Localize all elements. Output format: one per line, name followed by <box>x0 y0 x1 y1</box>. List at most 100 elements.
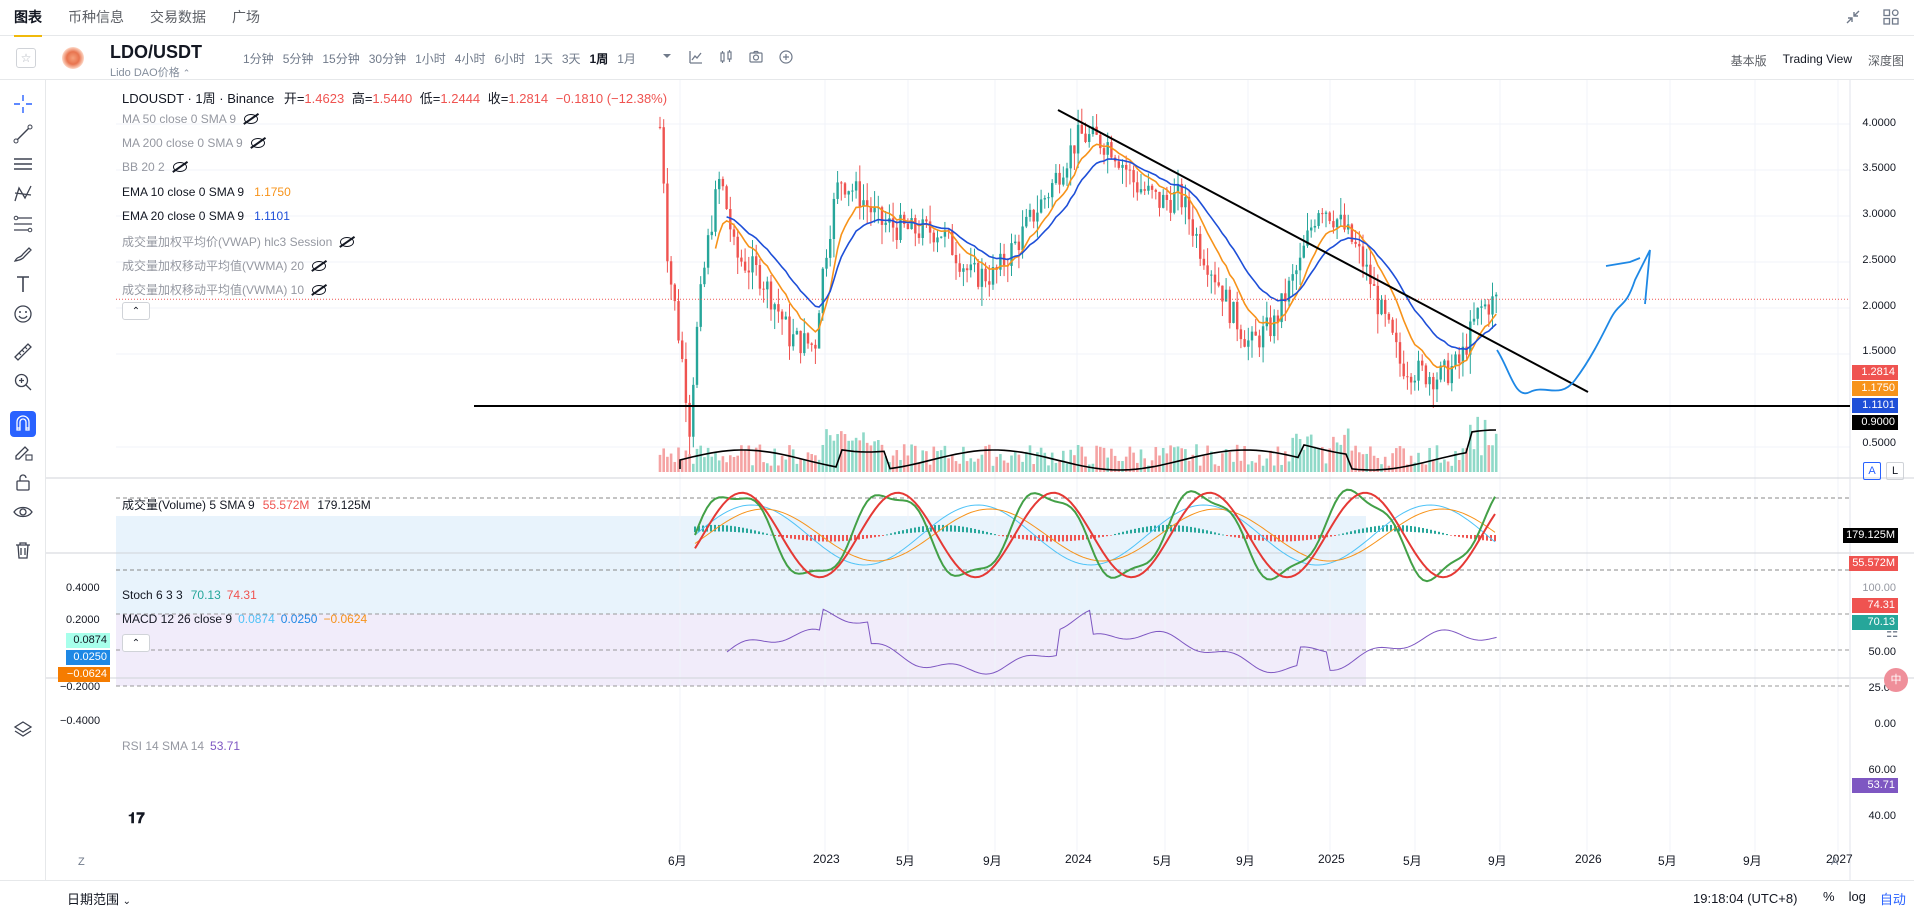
tab-chart[interactable]: 图表 <box>14 0 42 37</box>
interval-3d[interactable]: 3天 <box>561 52 581 66</box>
interval-1w[interactable]: 1周 <box>589 52 609 66</box>
legend-ma50[interactable]: MA 50 close 0 SMA 9 <box>122 112 259 126</box>
layout-grid-icon[interactable] <box>1882 8 1900 26</box>
clock[interactable]: 19:18:04 (UTC+8) <box>1693 890 1798 906</box>
settings-grid-icon[interactable]: ⚏ <box>1886 624 1899 640</box>
user-drawings[interactable] <box>474 109 1850 407</box>
candle-body <box>1080 124 1083 134</box>
interval-30m[interactable]: 30分钟 <box>368 52 407 66</box>
collapse-icon[interactable] <box>1844 8 1862 26</box>
hidden-eye-icon[interactable] <box>312 261 327 271</box>
candle-body <box>1443 360 1446 366</box>
legend-bb[interactable]: BB 20 2 <box>122 160 187 174</box>
interval-4h[interactable]: 4小时 <box>454 52 486 66</box>
collapse-osc-legend-button[interactable]: ⌃ <box>122 634 150 652</box>
auto-fit-button[interactable]: A <box>1831 856 1839 868</box>
volume-bar <box>1313 446 1317 472</box>
chevron-down-icon[interactable] <box>660 49 674 63</box>
lock-icon[interactable] <box>11 470 35 494</box>
macd-histogram-bar <box>990 532 992 535</box>
layers-icon[interactable] <box>11 718 35 742</box>
macd-histogram-bar <box>1118 532 1120 535</box>
interval-1mo[interactable]: 1月 <box>617 52 636 66</box>
crosshair-icon[interactable] <box>11 92 35 116</box>
interval-5m[interactable]: 5分钟 <box>282 52 314 66</box>
fib-icon[interactable] <box>11 212 35 236</box>
zoom-reset-button[interactable]: Z <box>78 856 85 868</box>
tab-trading-data[interactable]: 交易数据 <box>150 8 206 25</box>
interval-15m[interactable]: 15分钟 <box>322 52 360 66</box>
indicators-icon[interactable] <box>688 49 704 65</box>
log-scale-button[interactable]: L <box>1886 462 1904 480</box>
view-tradingview[interactable]: Trading View <box>1782 52 1852 66</box>
hidden-eye-icon[interactable] <box>340 237 355 247</box>
candle-type-icon[interactable] <box>718 49 734 65</box>
camera-icon[interactable] <box>748 49 764 65</box>
pencil-lock-icon[interactable] <box>11 440 35 464</box>
macd-histogram-bar <box>830 535 832 542</box>
interval-1d[interactable]: 1天 <box>534 52 553 66</box>
volume-bar <box>1184 449 1187 472</box>
volume-bar <box>725 462 728 472</box>
eye-icon[interactable] <box>11 500 35 524</box>
legend-stoch[interactable]: Stoch 6 3 3 70.13 74.31 <box>122 588 257 602</box>
hidden-eye-icon[interactable] <box>250 138 265 148</box>
view-basic[interactable]: 基本版 <box>1730 54 1767 68</box>
volume-bar <box>1420 463 1424 472</box>
log-button[interactable]: log <box>1848 888 1866 904</box>
legend-ma200[interactable]: MA 200 close 0 SMA 9 <box>122 136 265 150</box>
chart-area[interactable] <box>0 80 1914 880</box>
volume-bar <box>884 456 887 472</box>
collapse-legend-button[interactable]: ⌃ <box>122 302 150 320</box>
tab-coin-info[interactable]: 币种信息 <box>68 8 124 25</box>
volume-bar <box>965 461 969 472</box>
interval-6h[interactable]: 6小时 <box>494 52 526 66</box>
trend-line-icon[interactable] <box>11 122 35 146</box>
interval-1m[interactable]: 1分钟 <box>243 52 274 66</box>
candle-body <box>1302 245 1305 258</box>
percent-button[interactable]: % <box>1823 888 1835 904</box>
pair-title[interactable]: LDO/USDT <box>110 42 202 62</box>
legend-ema10[interactable]: EMA 10 close 0 SMA 9 1.1750 <box>122 185 291 199</box>
candle-body <box>1450 365 1453 384</box>
interval-1h[interactable]: 1小时 <box>415 52 446 66</box>
emoji-icon[interactable] <box>11 302 35 326</box>
auto-button[interactable]: 自动 <box>1879 891 1906 907</box>
chevron-up-icon: ⌃ <box>182 68 191 78</box>
candle-body <box>991 266 995 285</box>
tab-square[interactable]: 广场 <box>232 8 260 25</box>
date-range-button[interactable]: 日期范围 ⌄ <box>67 891 132 907</box>
time-axis[interactable]: 6月 2023 5月 9月 2024 5月 9月 2025 5月 9月 2026 5月 9月 2027 <box>0 852 1914 874</box>
hidden-eye-icon[interactable] <box>172 162 187 172</box>
candles <box>658 108 1498 456</box>
volume-bar <box>1369 446 1372 472</box>
view-depth[interactable]: 深度图 <box>1867 54 1904 68</box>
zoom-icon[interactable] <box>11 370 35 394</box>
legend-vwma10[interactable]: 成交量加权移动平均值(VWMA) 10 <box>122 281 327 298</box>
legend-macd[interactable]: MACD 12 26 close 9 0.0874 0.0250 −0.0624 <box>122 612 368 626</box>
volume-bar <box>1491 445 1494 472</box>
legend-ema20[interactable]: EMA 20 close 0 SMA 9 1.1101 <box>122 209 290 223</box>
ruler-icon[interactable] <box>11 340 35 364</box>
brush-icon[interactable] <box>11 242 35 266</box>
trash-icon[interactable] <box>11 538 35 562</box>
text-icon[interactable] <box>11 272 35 296</box>
candle-body <box>817 313 821 349</box>
auto-scale-button[interactable]: A <box>1863 462 1881 480</box>
legend-rsi[interactable]: RSI 14 SMA 14 53.71 <box>122 739 241 753</box>
legend-volume[interactable]: 成交量(Volume) 5 SMA 9 55.572M 179.125M <box>122 498 371 512</box>
chart-canvas[interactable] <box>0 80 1914 880</box>
legend-vwma20[interactable]: 成交量加权移动平均值(VWMA) 20 <box>122 257 327 274</box>
horizontal-lines-icon[interactable] <box>11 152 35 176</box>
macd-histogram-bar <box>1426 528 1428 534</box>
macd-histogram-bar <box>1462 535 1464 538</box>
favorite-star-icon[interactable]: ☆ <box>16 48 36 68</box>
hidden-eye-icon[interactable] <box>244 114 259 124</box>
legend-vwap[interactable]: 成交量加权平均价(VWAP) hlc3 Session <box>122 233 355 250</box>
magnet-icon[interactable] <box>10 411 36 437</box>
pair-subtitle[interactable]: Lido DAO价格 ⌃ <box>110 67 191 79</box>
add-icon[interactable] <box>778 49 794 65</box>
pattern-icon[interactable] <box>11 182 35 206</box>
language-badge[interactable]: 中 <box>1884 668 1908 692</box>
hidden-eye-icon[interactable] <box>312 285 327 295</box>
